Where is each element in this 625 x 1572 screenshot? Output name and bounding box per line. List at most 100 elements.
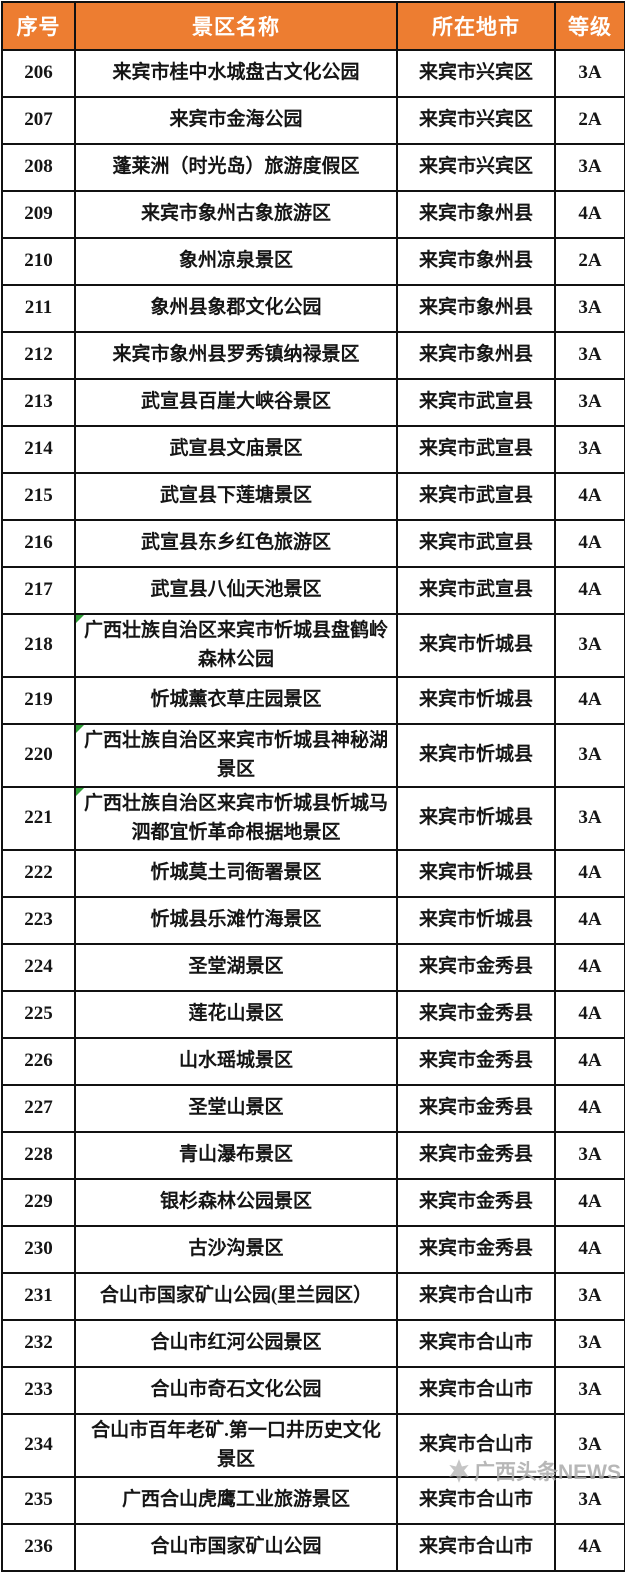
city-cell: 来宾市兴宾区 [396,143,556,192]
serial-number-cell: 210 [1,237,76,286]
scenic-area-name-cell: 广西壮族自治区来宾市忻城县神秘湖景区 [74,723,398,788]
scenic-area-name-cell: 忻城薰衣草庄园景区 [74,676,398,725]
grade-cell: 4A [554,896,625,945]
scenic-area-name-cell: 古沙沟景区 [74,1225,398,1274]
scenic-area-name-cell: 广西合山虎鹰工业旅游景区 [74,1476,398,1525]
table-row: 226 山水瑶城景区 来宾市金秀县 4A [1,1037,625,1086]
table-row: 218 广西壮族自治区来宾市忻城县盘鹤岭森林公园 来宾市忻城县 3A [1,613,625,678]
serial-number-cell: 225 [1,990,76,1039]
city-cell: 来宾市象州县 [396,284,556,333]
table-row: 224 圣堂湖景区 来宾市金秀县 4A [1,943,625,992]
scenic-area-name-cell: 武宣县下莲塘景区 [74,472,398,521]
city-cell: 来宾市合山市 [396,1476,556,1525]
table-row: 231 合山市国家矿山公园(里兰园区） 来宾市合山市 3A [1,1272,625,1321]
serial-number-cell: 213 [1,378,76,427]
grade-cell: 3A [554,378,625,427]
serial-number-cell: 209 [1,190,76,239]
table-row: 232 合山市红河公园景区 来宾市合山市 3A [1,1319,625,1368]
serial-number-cell: 234 [1,1413,76,1478]
scenic-area-name-cell: 合山市国家矿山公园 [74,1523,398,1572]
table-row: 206 来宾市桂中水城盘古文化公园 来宾市兴宾区 3A [1,49,625,98]
city-cell: 来宾市合山市 [396,1366,556,1415]
serial-number-cell: 220 [1,723,76,788]
grade-cell: 3A [554,723,625,788]
scenic-area-name-cell: 来宾市桂中水城盘古文化公园 [74,49,398,98]
scenic-area-name-cell: 武宣县百崖大峡谷景区 [74,378,398,427]
city-cell: 来宾市合山市 [396,1413,556,1478]
grade-cell: 2A [554,96,625,145]
scenic-area-name-cell: 来宾市象州古象旅游区 [74,190,398,239]
scenic-area-name-cell: 合山市奇石文化公园 [74,1366,398,1415]
header-city: 所在地市 [396,1,556,51]
grade-cell: 3A [554,1413,625,1478]
scenic-area-name-cell: 忻城莫土司衙署景区 [74,849,398,898]
city-cell: 来宾市金秀县 [396,990,556,1039]
serial-number-cell: 219 [1,676,76,725]
scenic-area-name-cell: 圣堂山景区 [74,1084,398,1133]
city-cell: 来宾市忻城县 [396,676,556,725]
table-header: 序号 景区名称 所在地市 等级 [1,1,625,51]
scenic-area-name-cell: 莲花山景区 [74,990,398,1039]
city-cell: 来宾市武宣县 [396,472,556,521]
serial-number-cell: 226 [1,1037,76,1086]
serial-number-cell: 206 [1,49,76,98]
scenic-area-name-cell: 蓬莱洲（时光岛）旅游度假区 [74,143,398,192]
serial-number-cell: 214 [1,425,76,474]
serial-number-cell: 227 [1,1084,76,1133]
grade-cell: 4A [554,1037,625,1086]
grade-cell: 3A [554,1272,625,1321]
city-cell: 来宾市金秀县 [396,1037,556,1086]
grade-cell: 3A [554,1366,625,1415]
table-row: 236 合山市国家矿山公园 来宾市合山市 4A [1,1523,625,1572]
city-cell: 来宾市兴宾区 [396,96,556,145]
serial-number-cell: 230 [1,1225,76,1274]
city-cell: 来宾市象州县 [396,190,556,239]
table-row: 211 象州县象郡文化公园 来宾市象州县 3A [1,284,625,333]
serial-number-cell: 229 [1,1178,76,1227]
grade-cell: 3A [554,1131,625,1180]
grade-cell: 3A [554,331,625,380]
grade-cell: 4A [554,519,625,568]
header-grade: 等级 [554,1,625,51]
grade-cell: 4A [554,1225,625,1274]
table-row: 209 来宾市象州古象旅游区 来宾市象州县 4A [1,190,625,239]
grade-cell: 3A [554,1476,625,1525]
serial-number-cell: 222 [1,849,76,898]
scenic-area-name-cell: 广西壮族自治区来宾市忻城县忻城马泗都宜忻革命根据地景区 [74,786,398,851]
serial-number-cell: 218 [1,613,76,678]
table-row: 229 银杉森林公园景区 来宾市金秀县 4A [1,1178,625,1227]
table-row: 207 来宾市金海公园 来宾市兴宾区 2A [1,96,625,145]
serial-number-cell: 231 [1,1272,76,1321]
table-body: 206 来宾市桂中水城盘古文化公园 来宾市兴宾区 3A 207 来宾市金海公园 来宾市兴宾区… [1,49,625,1572]
table-row: 225 莲花山景区 来宾市金秀县 4A [1,990,625,1039]
scenic-area-name-cell: 青山瀑布景区 [74,1131,398,1180]
scenic-area-name-cell: 武宣县文庙景区 [74,425,398,474]
scenic-area-name-cell: 合山市红河公园景区 [74,1319,398,1368]
city-cell: 来宾市忻城县 [396,849,556,898]
grade-cell: 3A [554,49,625,98]
table-row: 234 合山市百年老矿.第一口井历史文化景区 来宾市合山市 3A [1,1413,625,1478]
scenic-area-name-cell: 武宣县东乡红色旅游区 [74,519,398,568]
serial-number-cell: 207 [1,96,76,145]
table-row: 227 圣堂山景区 来宾市金秀县 4A [1,1084,625,1133]
serial-number-cell: 221 [1,786,76,851]
grade-cell: 3A [554,143,625,192]
scenic-area-name-cell: 银杉森林公园景区 [74,1178,398,1227]
grade-cell: 4A [554,472,625,521]
grade-cell: 4A [554,1084,625,1133]
city-cell: 来宾市兴宾区 [396,49,556,98]
city-cell: 来宾市武宣县 [396,425,556,474]
city-cell: 来宾市武宣县 [396,378,556,427]
header-scenic-area-name: 景区名称 [74,1,398,51]
table-row: 219 忻城薰衣草庄园景区 来宾市忻城县 4A [1,676,625,725]
table-row: 213 武宣县百崖大峡谷景区 来宾市武宣县 3A [1,378,625,427]
table-row: 212 来宾市象州县罗秀镇纳禄景区 来宾市象州县 3A [1,331,625,380]
serial-number-cell: 212 [1,331,76,380]
serial-number-cell: 228 [1,1131,76,1180]
serial-number-cell: 232 [1,1319,76,1368]
grade-cell: 4A [554,190,625,239]
serial-number-cell: 236 [1,1523,76,1572]
scenic-area-name-cell: 广西壮族自治区来宾市忻城县盘鹤岭森林公园 [74,613,398,678]
city-cell: 来宾市金秀县 [396,1225,556,1274]
